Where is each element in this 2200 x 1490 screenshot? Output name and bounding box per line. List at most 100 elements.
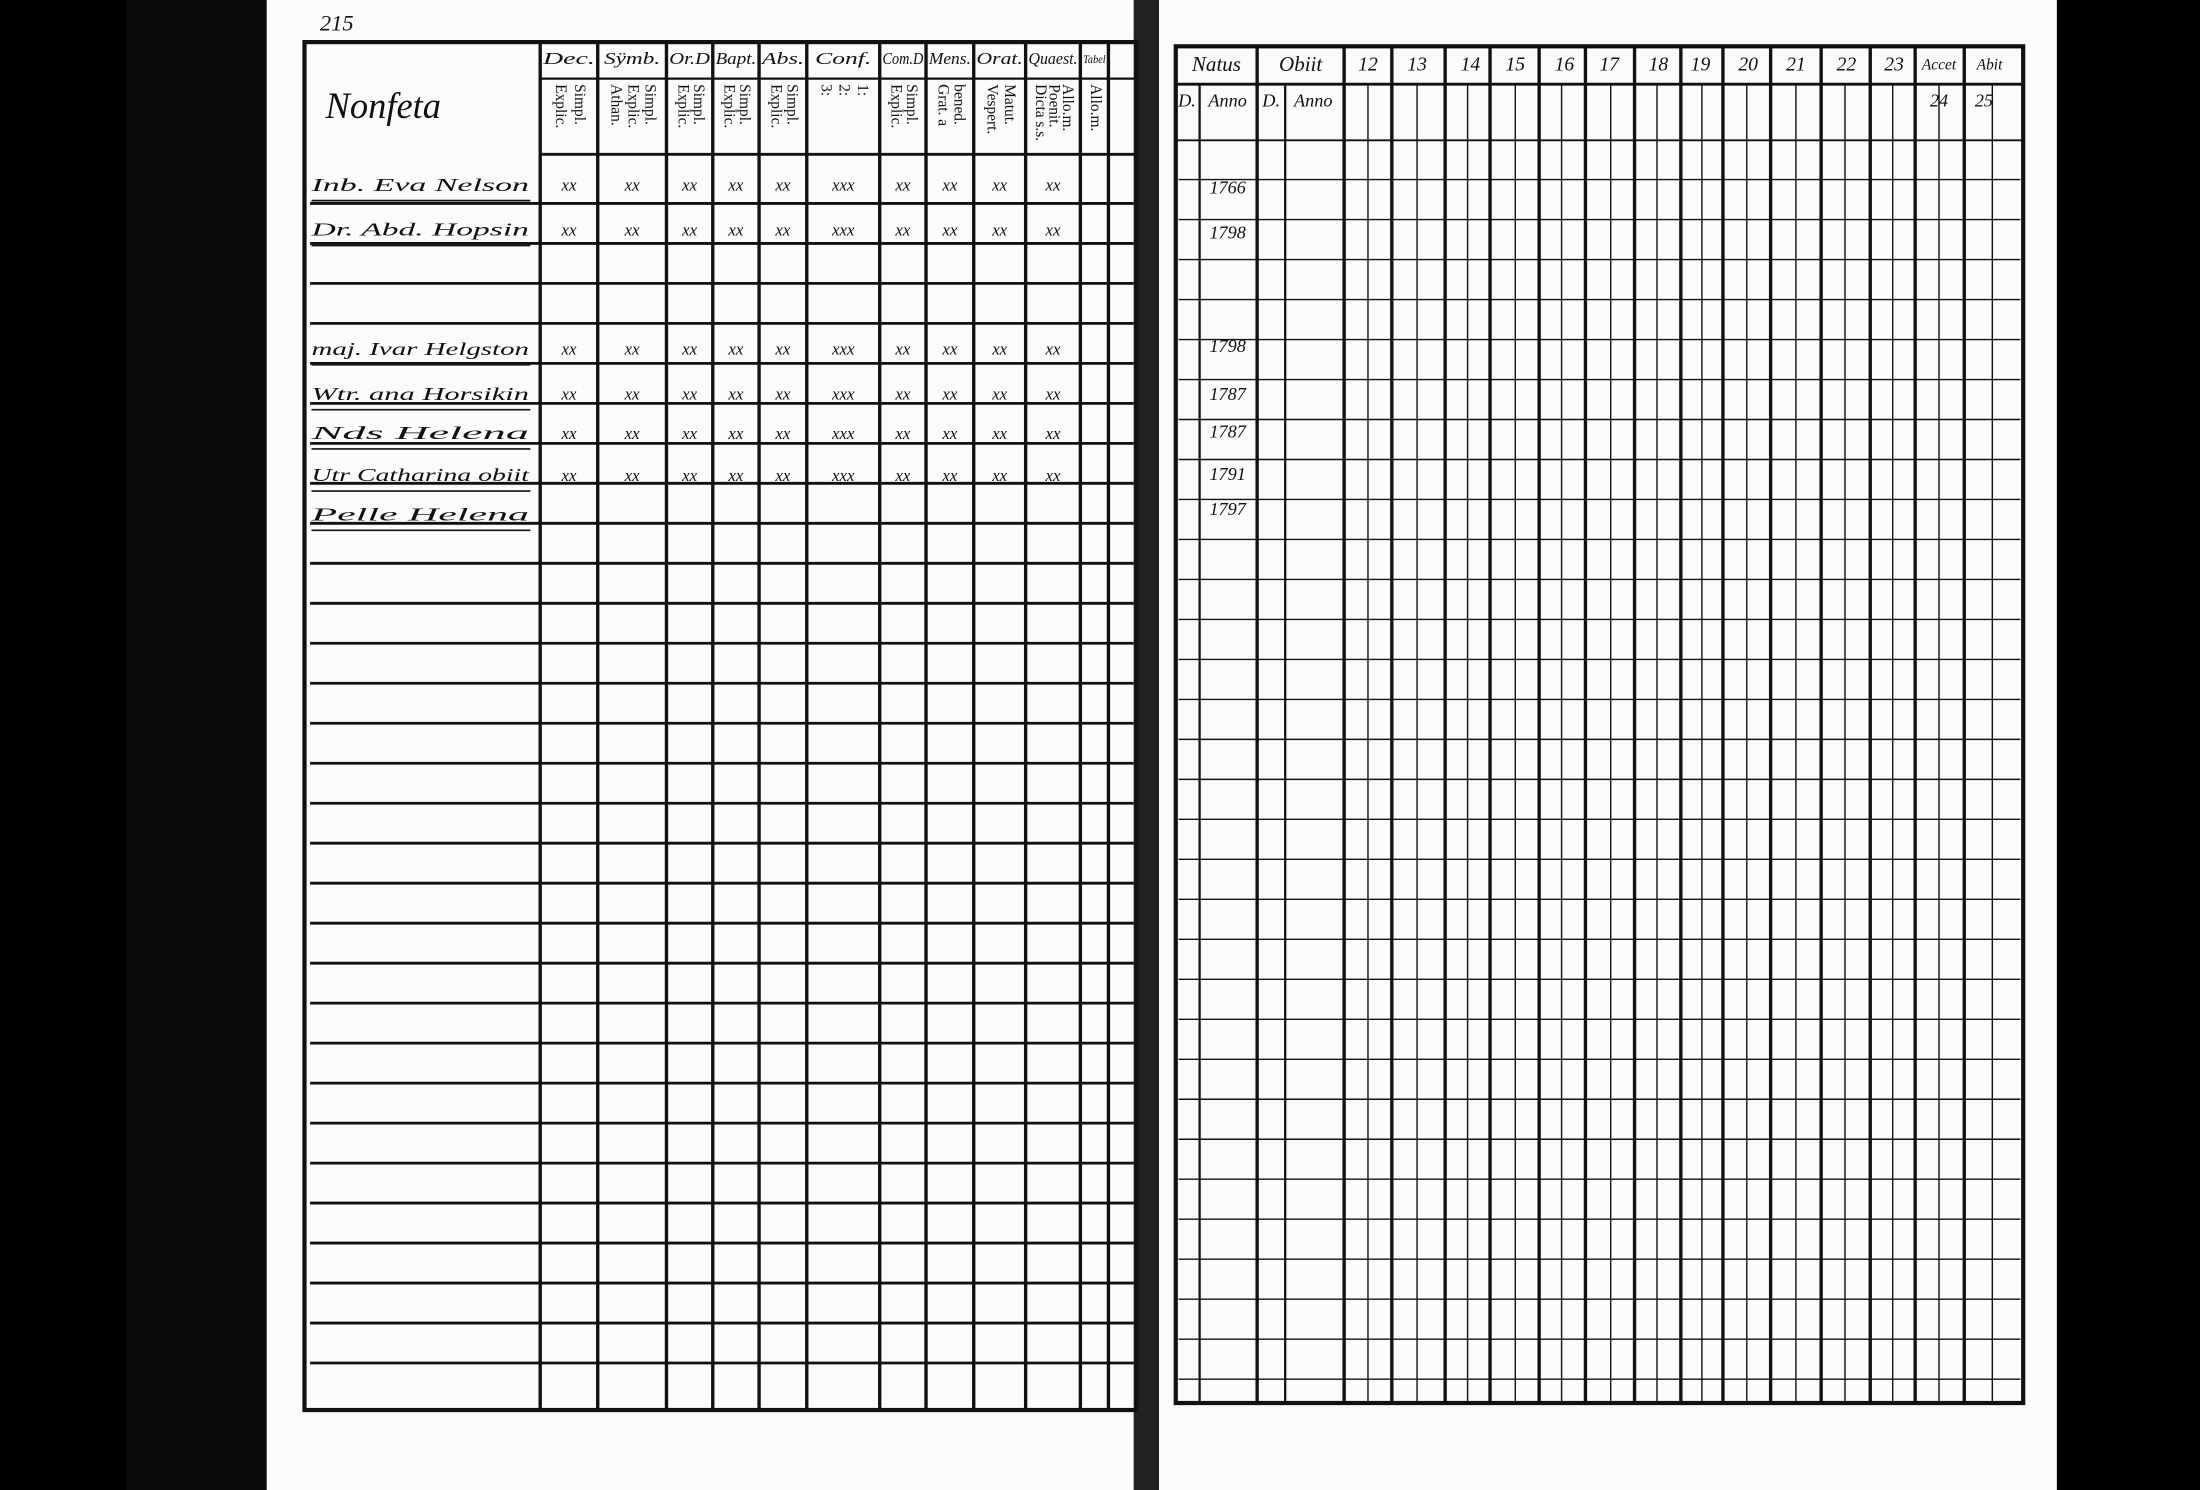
column-title: Bapt. xyxy=(716,49,757,68)
page-number: 215 xyxy=(320,10,354,35)
column-header: Accet xyxy=(1921,56,1957,73)
mark: xx xyxy=(991,466,1007,485)
mark: xx xyxy=(941,385,957,404)
column-header: Natus xyxy=(1191,52,1241,76)
column-subheader: Anno xyxy=(1293,91,1332,111)
mark: xxx xyxy=(831,385,855,404)
mark: xx xyxy=(681,466,697,485)
column-header: Obiit xyxy=(1279,52,1323,76)
right-page xyxy=(1158,0,2057,1490)
column-title: Com.D xyxy=(883,49,924,68)
column-subtitle: Explic. xyxy=(625,84,642,128)
birth-year: 1766 xyxy=(1209,178,1246,198)
mark: xx xyxy=(681,385,697,404)
mark: xxx xyxy=(831,175,855,194)
column-subtitle: Explic. xyxy=(674,84,691,128)
person-name: Nds Helena xyxy=(309,423,529,443)
column-subtitle: 1: xyxy=(854,84,871,96)
mark: xx xyxy=(1045,220,1061,239)
column-header: Abit xyxy=(1976,56,2003,73)
mark: xx xyxy=(681,340,697,359)
mark: xx xyxy=(624,340,640,359)
mark: xx xyxy=(991,385,1007,404)
column-header: 17 xyxy=(1599,53,1620,75)
mark: xxx xyxy=(831,466,855,485)
column-header: 21 xyxy=(1786,53,1806,75)
column-header: 18 xyxy=(1649,53,1669,75)
mark: xx xyxy=(991,340,1007,359)
column-subtitle: Matut. xyxy=(1001,84,1018,125)
mark: xx xyxy=(727,175,743,194)
mark: xx xyxy=(1045,385,1061,404)
column-subheader: D. xyxy=(1261,91,1280,111)
birth-year: 1791 xyxy=(1209,464,1245,484)
mark: xx xyxy=(624,220,640,239)
mark: xx xyxy=(624,175,640,194)
mark: xx xyxy=(1045,175,1061,194)
mark: xx xyxy=(894,466,910,485)
mark: xxx xyxy=(831,424,855,443)
mark: xx xyxy=(681,220,697,239)
mark: xx xyxy=(774,385,790,404)
mark: xxx xyxy=(831,220,855,239)
birth-year: 1787 xyxy=(1209,384,1246,404)
person-name: maj. Ivar Helgston xyxy=(312,339,529,359)
column-subtitle: Simpl. xyxy=(690,84,707,125)
column-title: Orat. xyxy=(977,49,1023,68)
column-subheader: Anno xyxy=(1207,91,1246,111)
heading: Nonfeta xyxy=(325,86,441,126)
mark: xx xyxy=(560,220,576,239)
birth-year: 1798 xyxy=(1209,222,1245,242)
mark: xx xyxy=(1045,340,1061,359)
mark: xx xyxy=(624,424,640,443)
person-name: Pelle Helena xyxy=(309,504,529,524)
mark: xx xyxy=(991,424,1007,443)
mark: xxx xyxy=(831,340,855,359)
column-header: 19 xyxy=(1691,53,1711,75)
mark: xx xyxy=(560,466,576,485)
mark: xx xyxy=(941,340,957,359)
column-title: Quaest. xyxy=(1028,49,1077,68)
mark: xx xyxy=(727,220,743,239)
mark: xx xyxy=(560,175,576,194)
column-subtitle: Explic. xyxy=(767,84,784,128)
column-subtitle: Athan. xyxy=(607,84,624,126)
column-title: Or.D xyxy=(669,49,710,68)
column-title: Abs. xyxy=(760,49,804,68)
mark: xx xyxy=(941,220,957,239)
mark: xx xyxy=(560,424,576,443)
mark: xx xyxy=(941,175,957,194)
mark: xx xyxy=(624,466,640,485)
birth-year: 1787 xyxy=(1209,422,1246,442)
person-name: Utr Catharina obiit xyxy=(312,465,531,485)
column-subtitle: Grat. a xyxy=(934,84,951,126)
column-header: 14 xyxy=(1461,53,1481,75)
mark: xx xyxy=(774,220,790,239)
mark: xx xyxy=(941,466,957,485)
column-subtitle: Simpl. xyxy=(783,84,800,125)
mark: xx xyxy=(1045,424,1061,443)
column-subtitle: Allo.m. xyxy=(1059,84,1076,131)
mark: xx xyxy=(894,175,910,194)
mark: xx xyxy=(991,175,1007,194)
page-edges xyxy=(126,0,267,1490)
person-name: Dr. Abd. Hopsin xyxy=(310,220,529,240)
right-table-frame xyxy=(1173,44,2026,1406)
mark: xx xyxy=(894,424,910,443)
column-title: Dec. xyxy=(541,49,595,68)
birth-year: 1798 xyxy=(1209,336,1245,356)
column-header: 16 xyxy=(1555,53,1575,75)
mark: xx xyxy=(727,385,743,404)
mark: xx xyxy=(727,340,743,359)
column-header: 13 xyxy=(1407,53,1427,75)
mark: xx xyxy=(941,424,957,443)
mark: xx xyxy=(774,175,790,194)
mark: xx xyxy=(681,175,697,194)
birth-year: 1797 xyxy=(1209,499,1246,519)
column-subtitle: Allo.m. xyxy=(1087,84,1104,131)
column-subtitle: Explic. xyxy=(721,84,738,128)
column-title: Mens. xyxy=(928,49,971,68)
person-name: Inb. Eva Nelson xyxy=(310,175,529,195)
column-subtitle: Explic. xyxy=(552,84,569,128)
